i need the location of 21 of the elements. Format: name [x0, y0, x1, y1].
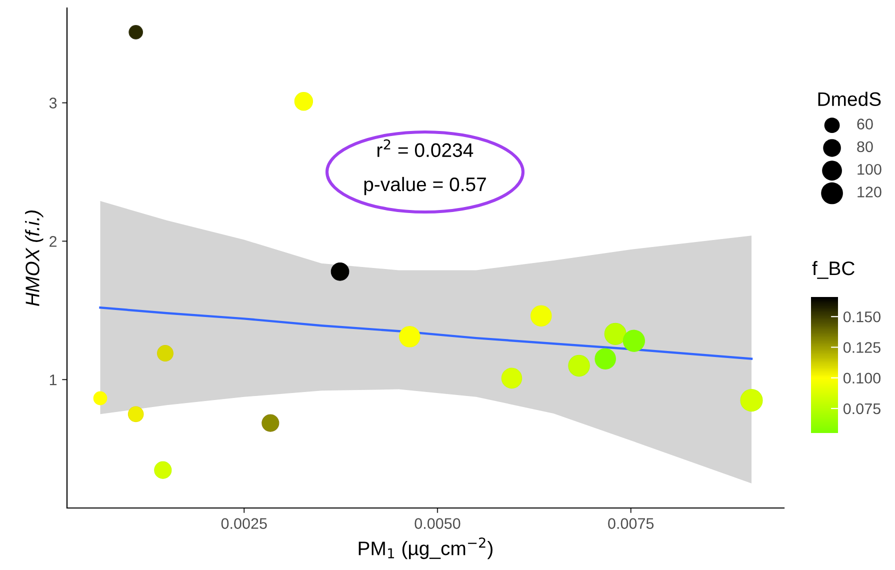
x-tick-label: 0.0025 [221, 518, 267, 529]
y-tick-label: 1 [50, 374, 57, 386]
color-bar-label: 0.125 [843, 342, 880, 353]
legend-label: 60 [857, 118, 873, 130]
color-bar-label: 0.100 [843, 372, 880, 384]
color-bar-title: f_BC [812, 260, 854, 279]
line-series [99, 306, 753, 360]
color-bar-label: 0.075 [843, 403, 880, 414]
y-axis-title: HMOX (f.i.) [25, 210, 44, 306]
legend-label: 100 [858, 164, 882, 175]
y-tick-label: 2 [50, 236, 57, 247]
annotation: p-value = 0.57 [364, 176, 486, 196]
color-bar-label: 0.150 [843, 311, 880, 322]
x-tick-label: 0.0075 [608, 518, 654, 529]
legend-title: DmedS [818, 92, 881, 106]
annotation: r$^{2}$ = 0.0234 [377, 139, 474, 158]
x-tick-label: 0.0050 [414, 518, 460, 529]
legend-label: 80 [857, 141, 873, 152]
legend-label: 120 [858, 186, 882, 198]
x-axis-title: PM$_{1}$ (µg_cm$^{−2}$) [358, 538, 492, 560]
y-tick-label: 3 [49, 98, 57, 108]
